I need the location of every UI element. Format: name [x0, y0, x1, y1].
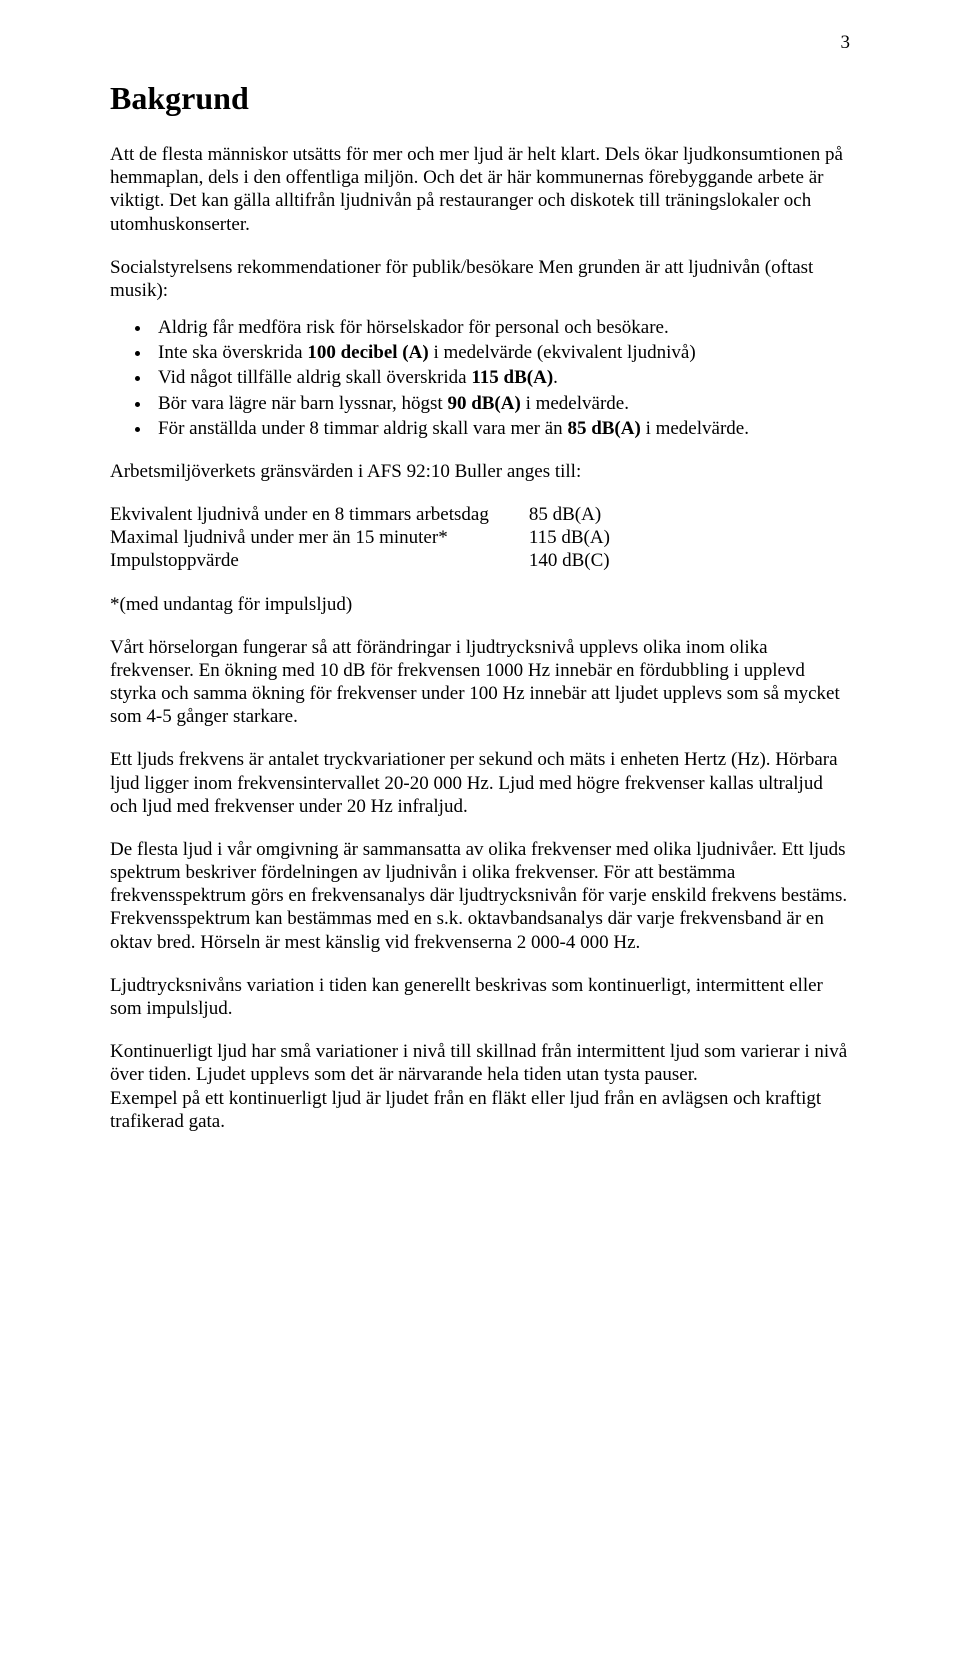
recommendation-list: Aldrig får medföra risk för hörselskador… [110, 316, 850, 440]
paragraph-spectrum: De flesta ljud i vår omgivning är samman… [110, 838, 850, 954]
list-item-bold: 100 decibel (A) [307, 342, 428, 363]
list-item-text: Vid något tillfälle aldrig skall överskr… [158, 367, 471, 388]
list-item-text: i medelvärde (ekvivalent ljudnivå) [429, 342, 696, 363]
paragraph-variation: Ljudtrycksnivåns variation i tiden kan g… [110, 974, 850, 1020]
list-item: Aldrig får medföra risk för hörselskador… [152, 316, 850, 339]
paragraph-footnote: *(med undantag för impulsljud) [110, 593, 850, 616]
paragraph-recommendation-lead: Socialstyrelsens rekommendationer för pu… [110, 256, 850, 302]
list-item-text: . [553, 367, 558, 388]
limit-value: 140 dB(C) [529, 549, 610, 572]
paragraph-continuous: Kontinuerligt ljud har små variationer i… [110, 1040, 850, 1086]
list-item: Inte ska överskrida 100 decibel (A) i me… [152, 341, 850, 364]
limit-label: Ekvivalent ljudnivå under en 8 timmars a… [110, 503, 489, 526]
list-item: Vid något tillfälle aldrig skall överskr… [152, 366, 850, 389]
noise-limits-table: Ekvivalent ljudnivå under en 8 timmars a… [110, 503, 850, 573]
paragraph-intro: Att de flesta människor utsätts för mer … [110, 143, 850, 236]
page-number: 3 [841, 32, 851, 54]
limit-value: 85 dB(A) [529, 503, 610, 526]
limit-label: Maximal ljudnivå under mer än 15 minuter… [110, 526, 489, 549]
list-item: För anställda under 8 timmar aldrig skal… [152, 417, 850, 440]
list-item-bold: 115 dB(A) [471, 367, 553, 388]
paragraph-afs-lead: Arbetsmiljöverkets gränsvärden i AFS 92:… [110, 460, 850, 483]
list-item-text: Aldrig får medföra risk för hörselskador… [158, 317, 669, 338]
paragraph-frequency: Ett ljuds frekvens är antalet tryckvaria… [110, 748, 850, 818]
document-page: 3 Bakgrund Att de flesta människor utsät… [0, 0, 960, 1665]
limits-values: 85 dB(A) 115 dB(A) 140 dB(C) [529, 503, 610, 573]
list-item-text: Inte ska överskrida [158, 342, 307, 363]
paragraph-hearing: Vårt hörselorgan fungerar så att förändr… [110, 636, 850, 729]
list-item-text: i medelvärde. [641, 418, 749, 439]
list-item-text: För anställda under 8 timmar aldrig skal… [158, 418, 567, 439]
list-item-bold: 90 dB(A) [447, 393, 520, 414]
limit-label: Impulstoppvärde [110, 549, 489, 572]
page-title: Bakgrund [110, 80, 850, 117]
paragraph-continuous-example: Exempel på ett kontinuerligt ljud är lju… [110, 1087, 850, 1133]
list-item-bold: 85 dB(A) [567, 418, 640, 439]
limits-labels: Ekvivalent ljudnivå under en 8 timmars a… [110, 503, 489, 573]
limit-value: 115 dB(A) [529, 526, 610, 549]
list-item-text: Bör vara lägre när barn lyssnar, högst [158, 393, 447, 414]
list-item-text: i medelvärde. [521, 393, 629, 414]
list-item: Bör vara lägre när barn lyssnar, högst 9… [152, 392, 850, 415]
